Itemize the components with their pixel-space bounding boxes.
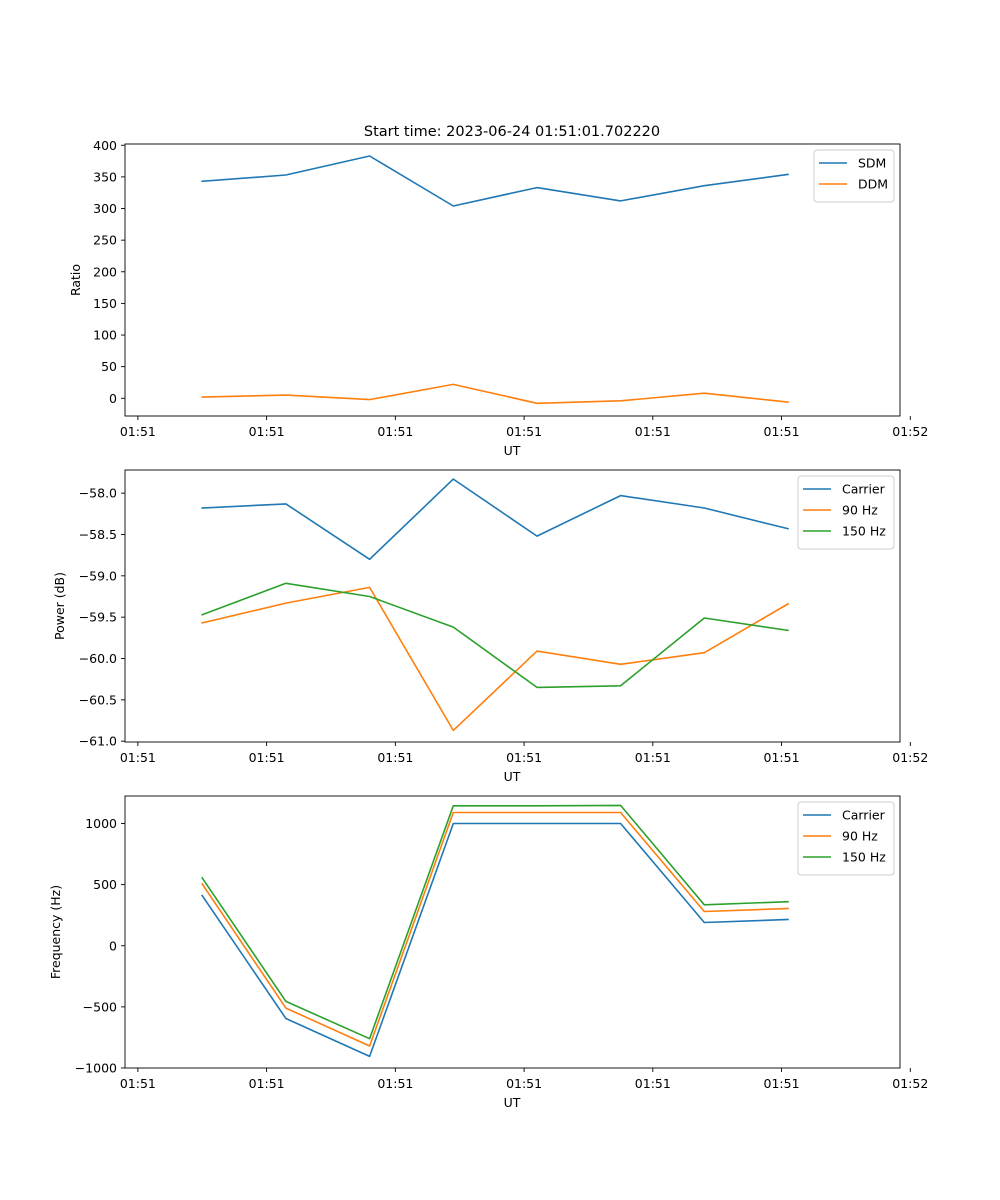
series-line-carrier bbox=[201, 822, 789, 1058]
y-tick-label: 0 bbox=[109, 938, 117, 953]
x-tick-label: 01:51 bbox=[635, 424, 671, 439]
y-tick-label: −58.0 bbox=[79, 486, 117, 501]
x-tick-label: 01:51 bbox=[506, 1076, 542, 1091]
y-tick-label: 100 bbox=[93, 328, 117, 343]
x-tick-label: 01:51 bbox=[506, 750, 542, 765]
series-line-90-hz bbox=[201, 811, 789, 1047]
y-tick-label: 300 bbox=[93, 201, 117, 216]
y-tick-label: 500 bbox=[93, 877, 117, 892]
series-line-sdm bbox=[201, 155, 789, 207]
y-tick-label: −58.5 bbox=[79, 527, 117, 542]
legend-label: SDM bbox=[858, 156, 886, 171]
x-tick-label: 01:51 bbox=[120, 1076, 156, 1091]
x-tick-label: 01:51 bbox=[249, 1076, 285, 1091]
legend: Carrier 90 Hz 150 Hz bbox=[797, 475, 895, 550]
y-tick-label: −500 bbox=[83, 999, 117, 1014]
legend-label: 150 Hz bbox=[842, 524, 886, 539]
x-tick-label: 01:51 bbox=[377, 1076, 413, 1091]
series-line-150-hz bbox=[201, 804, 789, 1040]
x-tick-label: 01:51 bbox=[764, 1076, 800, 1091]
y-tick-label: −59.0 bbox=[79, 568, 117, 583]
x-tick-label: 01:51 bbox=[377, 750, 413, 765]
y-tick-label: 50 bbox=[101, 359, 117, 374]
x-axis-label: UT bbox=[504, 443, 521, 458]
y-tick-label: 1000 bbox=[85, 816, 117, 831]
x-tick-label: 01:51 bbox=[120, 750, 156, 765]
series-line-ddm bbox=[201, 383, 789, 405]
axes-frame bbox=[124, 469, 901, 743]
y-axis-label: Power (dB) bbox=[52, 572, 67, 640]
x-tick-label: 01:51 bbox=[635, 750, 671, 765]
legend: Carrier 90 Hz 150 Hz bbox=[797, 801, 895, 876]
subplots: 01:51 01:51 01:51 01:51 01:51 01:51 01:52 0 50 10… bbox=[48, 138, 928, 1110]
x-tick-label: 01:51 bbox=[249, 424, 285, 439]
y-tick-label: −59.5 bbox=[79, 610, 117, 625]
legend-label: 150 Hz bbox=[842, 850, 886, 865]
x-tick-label: 01:51 bbox=[120, 424, 156, 439]
legend-label: DDM bbox=[858, 177, 888, 192]
series-line-150-hz bbox=[201, 582, 789, 689]
x-tick-label: 01:51 bbox=[635, 1076, 671, 1091]
x-tick-label: 01:51 bbox=[249, 750, 285, 765]
x-tick-label: 01:52 bbox=[892, 424, 928, 439]
legend-label: Carrier bbox=[842, 482, 886, 497]
figure-title: Start time: 2023-06-24 01:51:01.702220 bbox=[364, 124, 660, 140]
y-tick-label: 150 bbox=[93, 296, 117, 311]
legend: SDM DDM bbox=[813, 149, 895, 203]
y-axis-label: Frequency (Hz) bbox=[48, 885, 63, 979]
subplot-3: 01:51 01:51 01:51 01:51 01:51 01:51 01:52 1000 5… bbox=[48, 795, 928, 1110]
x-tick-label: 01:52 bbox=[892, 750, 928, 765]
axes-frame bbox=[124, 795, 901, 1069]
y-tick-label: 400 bbox=[93, 138, 117, 153]
x-axis-label: UT bbox=[504, 769, 521, 784]
legend-label: 90 Hz bbox=[842, 503, 878, 518]
subplot-2: 01:51 01:51 01:51 01:51 01:51 01:51 01:52 −58.0… bbox=[52, 469, 928, 784]
y-tick-label: −60.0 bbox=[79, 651, 117, 666]
y-tick-label: 250 bbox=[93, 233, 117, 248]
legend-label: 90 Hz bbox=[842, 829, 878, 844]
x-tick-label: 01:51 bbox=[764, 750, 800, 765]
y-tick-label: 200 bbox=[93, 264, 117, 279]
y-axis-label: Ratio bbox=[68, 264, 83, 296]
legend-label: Carrier bbox=[842, 808, 886, 823]
x-tick-label: 01:52 bbox=[892, 1076, 928, 1091]
y-tick-label: 350 bbox=[93, 169, 117, 184]
y-tick-label: 0 bbox=[109, 391, 117, 406]
y-tick-label: −1000 bbox=[75, 1061, 117, 1076]
x-axis-label: UT bbox=[504, 1095, 521, 1110]
x-tick-label: 01:51 bbox=[506, 424, 542, 439]
series-line-90-hz bbox=[201, 586, 790, 732]
y-tick-label: −60.5 bbox=[79, 692, 117, 707]
axes-frame bbox=[124, 143, 901, 417]
y-tick-label: −61.0 bbox=[79, 734, 117, 749]
series-line-carrier bbox=[201, 478, 789, 561]
x-tick-label: 01:51 bbox=[764, 424, 800, 439]
x-tick-label: 01:51 bbox=[377, 424, 413, 439]
subplot-1: 01:51 01:51 01:51 01:51 01:51 01:51 01:52 0 50 10… bbox=[68, 138, 928, 458]
